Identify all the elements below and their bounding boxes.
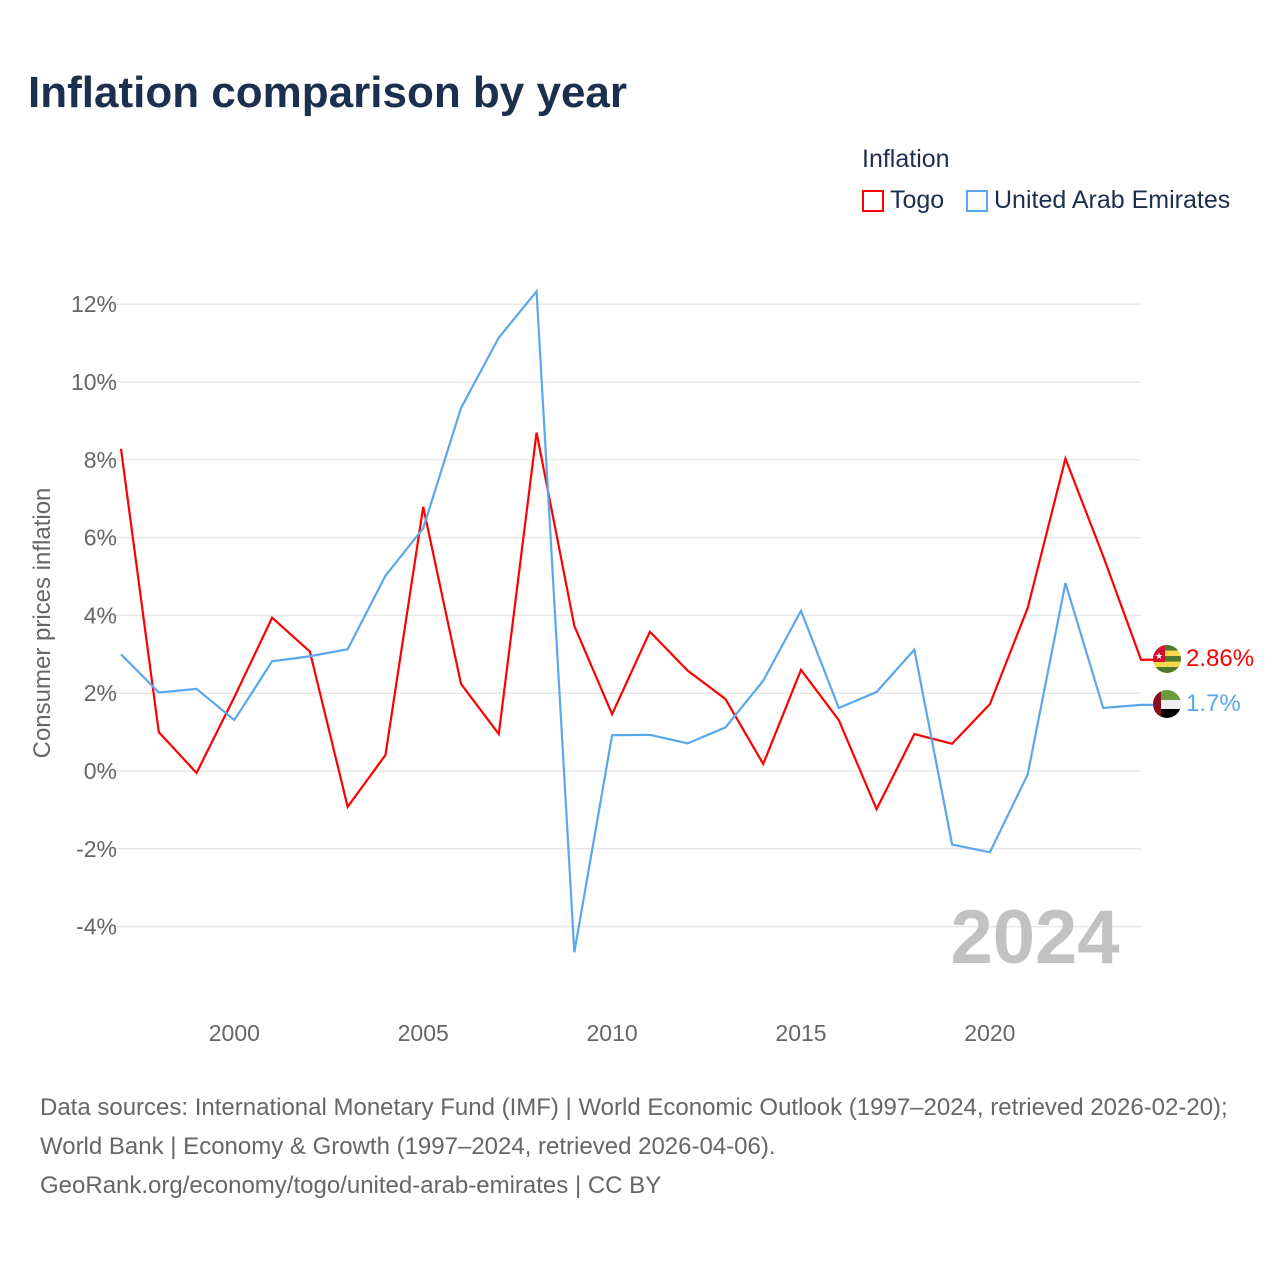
svg-text:★: ★ [1155,651,1163,661]
legend-swatch-togo [862,189,884,212]
togo-flag-icon: ★ [1153,645,1181,673]
legend-title: Inflation [862,145,950,173]
y-tick-label: -4% [76,914,117,940]
legend-swatch-uae [966,189,988,212]
y-tick-label: 0% [84,758,117,784]
x-tick-label: 2000 [209,1020,260,1046]
uae-flag-icon [1153,690,1181,718]
legend-item-uae[interactable]: United Arab Emirates [966,186,1230,215]
y-tick-label: 12% [71,291,117,317]
legend-item-togo[interactable]: Togo [862,186,944,215]
series-line-uae [120,288,1153,953]
legend-label: Togo [890,186,945,214]
credit-link[interactable]: GeoRank.org/economy/togo/united-arab-emi… [40,1172,662,1199]
y-axis-label: Consumer prices inflation [29,488,56,759]
uae-end-label: 1.7% [1186,690,1241,717]
chart-title: Inflation comparison by year [28,68,628,117]
legend-label: United Arab Emirates [994,186,1231,214]
x-tick-label: 2015 [775,1020,826,1046]
y-tick-label: 10% [71,369,117,395]
year-watermark: 2024 [950,895,1119,980]
togo-end-label: 2.86% [1186,645,1254,672]
series-line-togo [119,432,1153,812]
data-sources: Data sources: International Monetary Fun… [40,1094,1228,1160]
x-tick-label: 2020 [964,1020,1015,1046]
y-tick-label: 6% [84,525,117,551]
y-tick-label: 8% [84,447,117,473]
x-tick-label: 2005 [398,1020,449,1046]
y-tick-label: 4% [84,602,117,628]
footer: Data sources: International Monetary Fun… [40,1088,1250,1205]
y-tick-label: -2% [76,836,117,862]
y-tick-label: 2% [84,680,117,706]
x-tick-label: 2010 [587,1020,638,1046]
